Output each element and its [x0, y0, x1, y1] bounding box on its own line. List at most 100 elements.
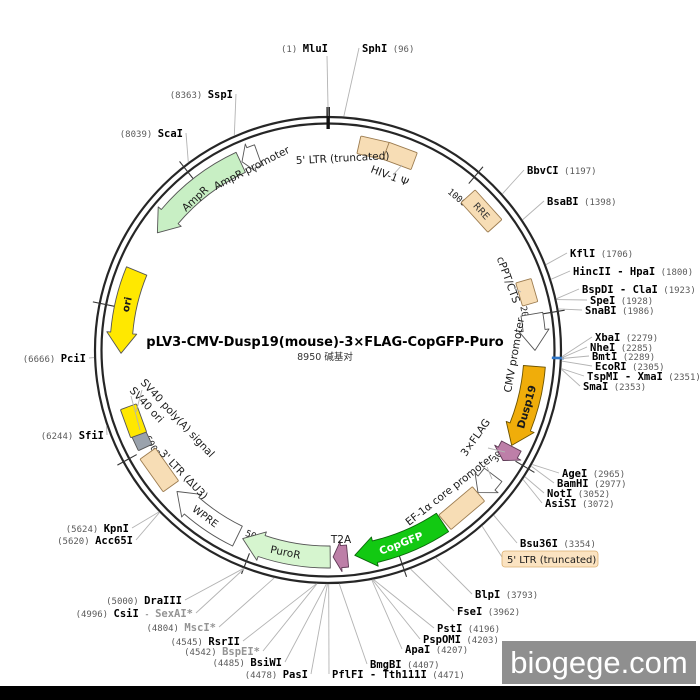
feature-copgfp	[354, 512, 450, 567]
feature-3-ltr-du3	[139, 448, 179, 492]
restriction-site-label-asisi: AsiSI (3072)	[545, 498, 615, 510]
backbone-outer-ring	[93, 115, 563, 585]
scale-tick	[398, 555, 408, 577]
site-leader-line	[435, 557, 473, 595]
site-leader-line	[233, 93, 237, 136]
site-leader-line	[545, 252, 568, 266]
restriction-site-label-sspi: (8363) SspI	[170, 89, 233, 101]
restriction-site-label-csii-sexai: (4996) CsiI - SexAI*	[76, 608, 193, 620]
site-leader-line	[556, 288, 580, 300]
watermark-box	[502, 641, 696, 684]
feature-t2a	[332, 541, 350, 573]
feature-label: T2A	[330, 534, 352, 546]
restriction-site-label-sfii: (6244) SfiI	[41, 430, 104, 442]
restriction-site-label-hincii-hpai: HincII - HpaI (1800)	[573, 266, 693, 278]
feature-leader-line	[392, 164, 403, 176]
site-leader-line	[524, 476, 545, 494]
site-leader-line	[561, 355, 590, 359]
site-leader-line	[184, 567, 244, 601]
restriction-site-label-snabi: SnaBI (1986)	[585, 305, 655, 317]
restriction-site-label-xbai: XbaI (2279)	[595, 332, 658, 344]
feature-arrow-label: ori	[121, 296, 135, 313]
plasmid-map-drawing: 10002000300040005000600070008000RREDusp1…	[23, 43, 700, 681]
restriction-site-label-nhei: NheI (2285)	[590, 342, 653, 354]
scale-tick	[241, 553, 250, 575]
site-leader-line	[522, 479, 543, 504]
feature-cppt-cts	[515, 278, 539, 307]
scale-tick	[542, 309, 565, 315]
site-leader-line	[530, 465, 555, 484]
backbone-inner-ring	[100, 122, 556, 578]
watermark: biogege.com	[502, 641, 696, 684]
restriction-site-label-blpi: BlpI (3793)	[475, 589, 538, 601]
plasmid-size-label: 8950 碱基对	[297, 351, 353, 363]
restriction-site-label-bspei: (4542) BspEI*	[184, 646, 260, 658]
site-leader-line	[561, 360, 593, 367]
site-leader-line	[561, 346, 588, 359]
feature-cmv-promoter	[518, 311, 550, 351]
restriction-site-label-bsu36i: Bsu36I (3354)	[520, 538, 596, 550]
restriction-site-label-acc65i: (5620) Acc65I	[57, 535, 133, 547]
restriction-site-label-spei: SpeI (1928)	[590, 295, 653, 307]
feature-wpre	[176, 491, 243, 547]
restriction-site-label-ecori: EcoRI (2305)	[595, 361, 665, 373]
feature-dusp19	[505, 365, 546, 446]
scale-tick	[92, 301, 115, 307]
restriction-site-label-rsrii: (4545) RsrII	[170, 636, 240, 648]
feature-leader-line	[486, 466, 493, 480]
feature-leader-line	[130, 395, 141, 431]
site-leader-line	[560, 368, 581, 387]
feature-ef1a-core-promoter	[474, 467, 503, 494]
feature-label: cPPT/CTS	[494, 255, 522, 305]
feature-ampr	[156, 151, 246, 234]
site-leader-line	[372, 579, 421, 640]
feature-3xflag	[494, 440, 522, 461]
restriction-site-label-bsiwi: (4485) BsiWI	[212, 657, 282, 669]
site-leader-line	[493, 514, 518, 544]
site-leader-line	[343, 47, 360, 117]
site-leader-line	[558, 308, 583, 311]
site-leader-line	[185, 132, 189, 163]
restriction-site-label-bmgbi: BmgBI (4407)	[370, 659, 440, 671]
restriction-site-label-bsabi: BsaBI (1398)	[547, 196, 617, 208]
restriction-site-label-fsei: FseI (3962)	[457, 606, 520, 618]
restriction-site-label-pcii: (6666) PciI	[23, 353, 86, 365]
highlight-label-text: 5' LTR (truncated)	[507, 555, 596, 566]
restriction-site-label-tspmi-xmai: TspMI - XmaI (2351)	[587, 371, 700, 383]
plasmid-title: pLV3-CMV-Dusp19(mouse)-3×FLAG-CopGFP-Pur…	[146, 335, 503, 350]
restriction-site-label-pspomi: PspOMI (4203)	[423, 634, 499, 646]
site-leader-line	[218, 577, 275, 628]
site-leader-line	[410, 568, 455, 612]
restriction-site-label-kpni: (5624) KpnI	[66, 523, 129, 535]
site-leader-line	[106, 425, 108, 436]
restriction-site-label-kfli: KflI (1706)	[570, 248, 633, 260]
restriction-site-label-psti: PstI (4196)	[437, 623, 500, 635]
restriction-site-label-smai: SmaI (2353)	[583, 381, 646, 393]
feature-label: 5' LTR (truncated)	[296, 150, 390, 167]
feature-puror	[242, 531, 331, 569]
highlight-leader-line	[481, 525, 503, 558]
restriction-site-label-sphi: SphI (96)	[362, 43, 414, 55]
site-leader-line	[550, 270, 571, 280]
bottom-bar	[0, 686, 700, 700]
restriction-site-label-noti: NotI (3052)	[547, 488, 610, 500]
restriction-site-label-bmti: BmtI (2289)	[592, 351, 655, 363]
site-leader-line	[195, 568, 245, 614]
feature-rre	[461, 189, 502, 233]
site-leader-line	[522, 200, 545, 221]
restriction-site-label-pasi: (4478) PasI	[245, 669, 308, 681]
scale-tick	[515, 460, 535, 473]
restriction-site-label-msci: (4804) MscI*	[146, 622, 216, 634]
site-leader-line	[284, 583, 327, 663]
feature-ori	[106, 266, 148, 354]
feature-leader-line	[487, 447, 506, 453]
site-leader-line	[131, 511, 160, 529]
site-leader-line	[135, 512, 160, 541]
site-leader-line	[501, 169, 525, 195]
feature-ampr-promoter	[241, 143, 263, 173]
site-leader-line	[338, 583, 368, 665]
restriction-site-label-agei: AgeI (2965)	[562, 468, 625, 480]
site-leader-line	[262, 583, 318, 652]
site-leader-line	[531, 463, 560, 474]
